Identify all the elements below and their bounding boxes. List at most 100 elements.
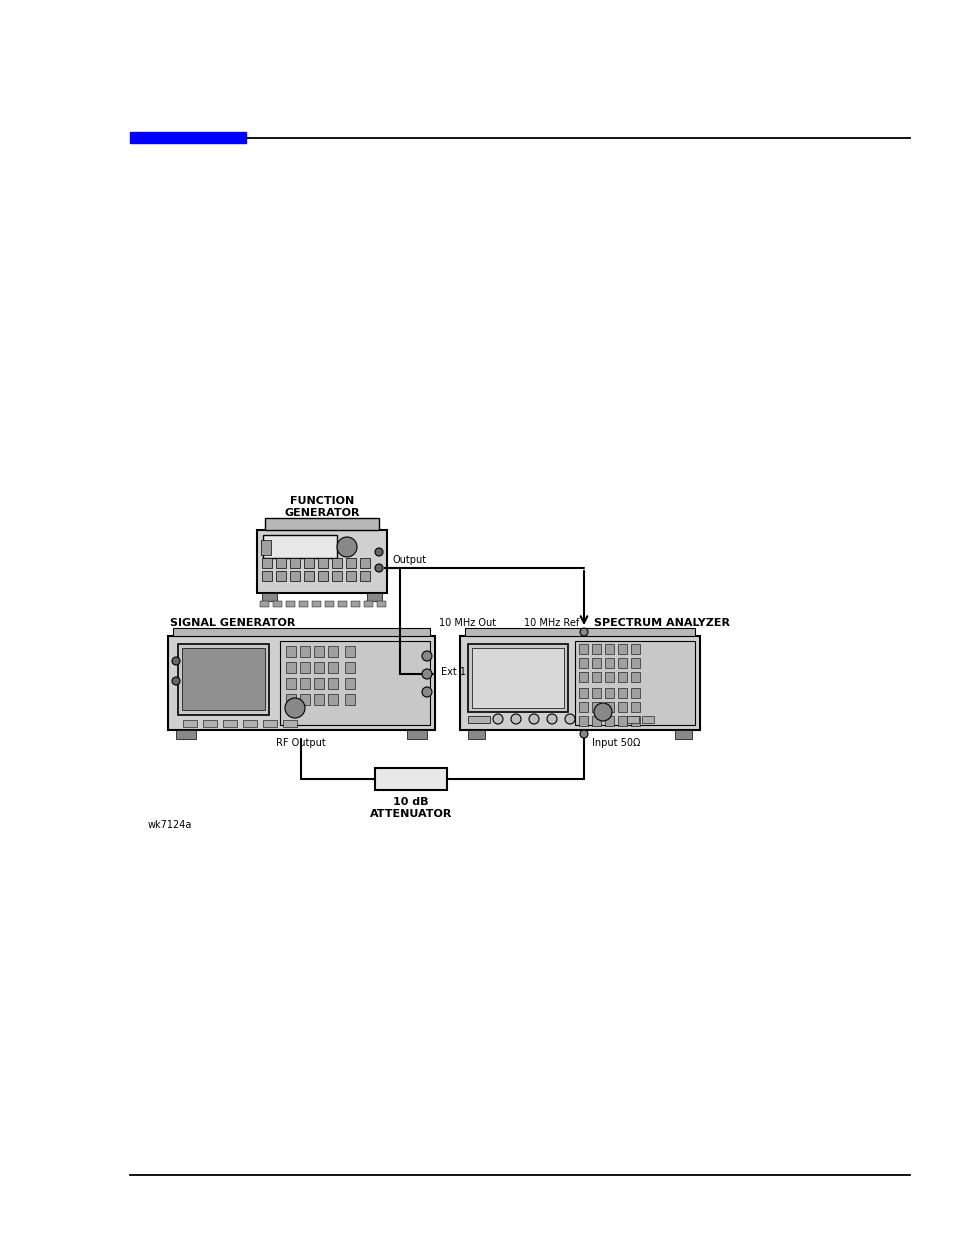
- Circle shape: [336, 537, 356, 557]
- Bar: [286, 678, 295, 689]
- Bar: [172, 629, 430, 636]
- Bar: [604, 701, 614, 713]
- Bar: [262, 593, 276, 601]
- Bar: [618, 658, 626, 668]
- Text: 10 MHz Out: 10 MHz Out: [438, 618, 496, 629]
- Bar: [345, 694, 355, 705]
- Bar: [243, 720, 256, 727]
- Bar: [314, 678, 324, 689]
- Bar: [223, 720, 236, 727]
- Bar: [641, 716, 654, 722]
- Bar: [260, 601, 269, 606]
- Bar: [262, 558, 272, 568]
- Circle shape: [375, 564, 382, 572]
- Text: 10 dB
ATTENUATOR: 10 dB ATTENUATOR: [370, 797, 452, 819]
- Bar: [203, 720, 216, 727]
- Bar: [263, 720, 276, 727]
- Circle shape: [579, 730, 587, 739]
- Text: wk7124a: wk7124a: [148, 820, 193, 830]
- Bar: [304, 558, 314, 568]
- Bar: [359, 558, 370, 568]
- Bar: [130, 132, 246, 143]
- Bar: [578, 701, 587, 713]
- Text: 10 MHz Ref: 10 MHz Ref: [523, 618, 578, 629]
- Bar: [325, 601, 334, 606]
- Text: Output: Output: [393, 555, 427, 564]
- Bar: [299, 662, 310, 673]
- Circle shape: [375, 548, 382, 556]
- Bar: [290, 558, 299, 568]
- Bar: [626, 716, 639, 722]
- Text: RF Output: RF Output: [275, 739, 326, 748]
- Bar: [275, 558, 286, 568]
- Bar: [630, 643, 639, 655]
- Bar: [575, 641, 695, 725]
- Circle shape: [594, 703, 612, 721]
- Circle shape: [564, 714, 575, 724]
- Bar: [345, 662, 355, 673]
- Bar: [345, 678, 355, 689]
- Circle shape: [421, 669, 432, 679]
- Bar: [286, 646, 295, 657]
- Circle shape: [172, 677, 180, 685]
- Bar: [464, 629, 695, 636]
- Text: FUNCTION
GENERATOR: FUNCTION GENERATOR: [284, 496, 359, 517]
- Bar: [182, 648, 265, 710]
- Circle shape: [579, 629, 587, 636]
- Bar: [364, 601, 373, 606]
- Bar: [328, 694, 337, 705]
- Bar: [630, 658, 639, 668]
- Bar: [328, 678, 337, 689]
- Bar: [304, 571, 314, 580]
- Bar: [630, 672, 639, 682]
- Bar: [299, 694, 310, 705]
- Bar: [317, 571, 328, 580]
- Bar: [468, 716, 490, 722]
- Bar: [675, 730, 691, 739]
- Bar: [630, 701, 639, 713]
- Text: SIGNAL GENERATOR: SIGNAL GENERATOR: [170, 618, 295, 629]
- Bar: [351, 601, 359, 606]
- Bar: [618, 672, 626, 682]
- Bar: [578, 643, 587, 655]
- Circle shape: [493, 714, 502, 724]
- Bar: [618, 716, 626, 726]
- Bar: [286, 662, 295, 673]
- Bar: [332, 571, 341, 580]
- Bar: [578, 688, 587, 698]
- Circle shape: [421, 651, 432, 661]
- Bar: [592, 643, 600, 655]
- Bar: [367, 593, 381, 601]
- Bar: [592, 716, 600, 726]
- Bar: [275, 571, 286, 580]
- Bar: [263, 535, 336, 558]
- Bar: [317, 558, 328, 568]
- Bar: [359, 571, 370, 580]
- Circle shape: [529, 714, 538, 724]
- Bar: [618, 643, 626, 655]
- Text: Input 50Ω: Input 50Ω: [592, 739, 639, 748]
- Text: SPECTRUM ANALYZER: SPECTRUM ANALYZER: [594, 618, 729, 629]
- Bar: [299, 646, 310, 657]
- Bar: [332, 558, 341, 568]
- Bar: [328, 646, 337, 657]
- Bar: [630, 688, 639, 698]
- Bar: [459, 636, 700, 730]
- Circle shape: [546, 714, 557, 724]
- Bar: [314, 662, 324, 673]
- Text: Ext 1: Ext 1: [440, 667, 465, 677]
- Circle shape: [511, 714, 520, 724]
- Bar: [328, 662, 337, 673]
- Bar: [168, 636, 435, 730]
- Bar: [407, 730, 427, 739]
- Bar: [592, 658, 600, 668]
- Bar: [604, 716, 614, 726]
- Bar: [314, 646, 324, 657]
- Bar: [261, 540, 271, 555]
- Bar: [273, 601, 282, 606]
- Bar: [468, 730, 484, 739]
- Bar: [630, 716, 639, 726]
- Bar: [314, 694, 324, 705]
- Circle shape: [285, 698, 305, 718]
- Bar: [578, 716, 587, 726]
